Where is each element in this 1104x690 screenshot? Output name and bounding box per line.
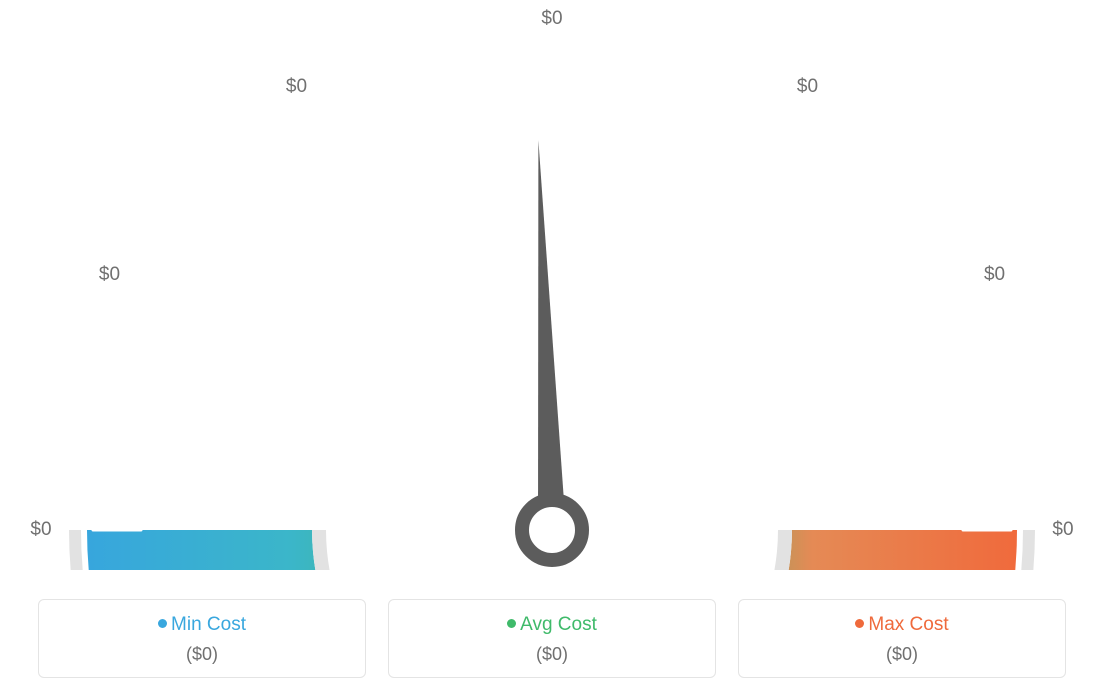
gauge-scale-label: $0 (984, 264, 1005, 286)
legend-value-max: ($0) (749, 644, 1055, 665)
gauge-scale-label: $0 (1052, 519, 1073, 541)
legend-label-avg: Avg Cost (520, 614, 597, 635)
legend-card-avg: Avg Cost ($0) (388, 599, 716, 678)
legend-label-max: Max Cost (868, 614, 948, 635)
gauge-svg (62, 50, 1042, 570)
legend-dot-max (855, 619, 864, 628)
legend-title-avg: Avg Cost (399, 614, 705, 636)
legend-card-min: Min Cost ($0) (38, 599, 366, 678)
legend-value-min: ($0) (49, 644, 355, 665)
gauge-scale-label: $0 (541, 8, 562, 30)
legend-value-avg: ($0) (399, 644, 705, 665)
gauge-scale-label: $0 (30, 519, 51, 541)
gauge-scale-label: $0 (286, 76, 307, 98)
gauge-scale-label: $0 (797, 76, 818, 98)
legend-card-max: Max Cost ($0) (738, 599, 1066, 678)
chart-container: $0 $0 $0 $0 $0 $0 $0 Min Cost ($0) Avg Cost ($… (0, 0, 1104, 690)
legend-title-min: Min Cost (49, 614, 355, 636)
legend-dot-min (158, 619, 167, 628)
legend-dot-avg (507, 619, 516, 628)
gauge: $0$0$0$0$0$0$0 (62, 50, 1042, 570)
gauge-scale-label: $0 (99, 264, 120, 286)
legend-row: Min Cost ($0) Avg Cost ($0) Max Cost ($0… (38, 599, 1066, 678)
legend-label-min: Min Cost (171, 614, 246, 635)
legend-title-max: Max Cost (749, 614, 1055, 636)
